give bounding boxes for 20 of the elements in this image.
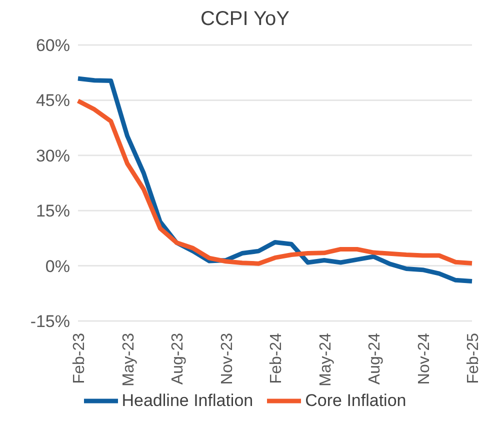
x-tick-label: Aug-24 bbox=[366, 332, 384, 385]
x-tick-label: May-23 bbox=[120, 332, 138, 386]
x-tick-label: Feb-23 bbox=[71, 332, 88, 384]
y-tick-label: 30% bbox=[36, 146, 70, 166]
x-tick-label: Feb-24 bbox=[268, 332, 285, 384]
y-tick-label: 0% bbox=[45, 256, 70, 276]
x-tick-label: Feb-25 bbox=[465, 332, 482, 384]
legend-label: Core Inflation bbox=[305, 391, 406, 411]
chart-title: CCPI YoY bbox=[200, 8, 290, 31]
y-tick-label: 15% bbox=[36, 202, 70, 221]
line-series bbox=[76, 76, 474, 284]
x-tick-label: Aug-23 bbox=[170, 332, 186, 385]
line-series bbox=[76, 98, 474, 266]
x-tick-label: Nov-23 bbox=[218, 332, 236, 385]
x-tick-label: May-24 bbox=[317, 332, 334, 386]
y-tick-label: -15% bbox=[30, 312, 70, 332]
y-tick-label: 45% bbox=[36, 91, 70, 110]
y-tick-label: 60% bbox=[36, 36, 70, 56]
x-tick-label: Nov-24 bbox=[416, 332, 433, 385]
legend-label: Headline Inflation bbox=[122, 391, 254, 411]
